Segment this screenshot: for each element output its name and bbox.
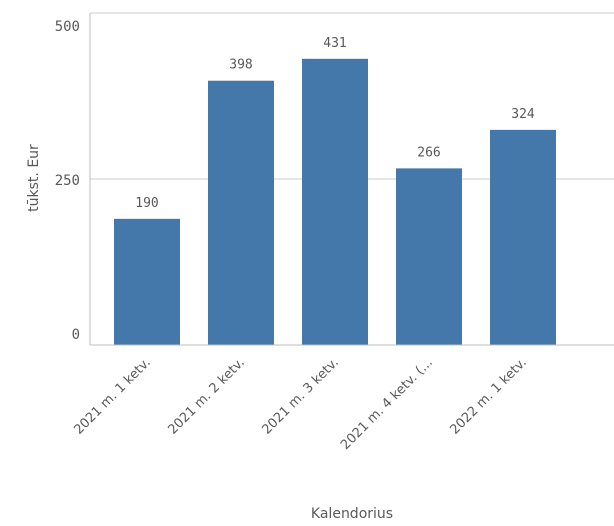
data-label: 431 — [323, 36, 346, 51]
x-category-label: 2021 m. 4 ketv. (... — [338, 355, 436, 453]
x-category-labels: 2021 m. 1 ketv. 2021 m. 2 ketv. 2021 m. 3 … — [71, 355, 529, 453]
bar[interactable] — [396, 168, 462, 345]
bars — [114, 58, 556, 345]
data-label: 190 — [135, 196, 158, 211]
bar[interactable] — [302, 58, 368, 345]
x-axis-title: Kalendorius — [311, 506, 393, 522]
y-tick-label: 500 — [55, 19, 80, 35]
data-labels: 190 398 431 266 324 — [135, 36, 535, 211]
y-axis-title: tūkst. Eur — [26, 144, 42, 212]
bar[interactable] — [208, 80, 274, 345]
x-category-label: 2021 m. 1 ketv. — [71, 355, 153, 437]
data-label: 398 — [229, 58, 252, 73]
y-tick-label: 0 — [72, 327, 80, 343]
bar[interactable] — [490, 129, 556, 345]
bar[interactable] — [114, 218, 180, 345]
data-label: 266 — [417, 145, 440, 160]
y-tick-label: 250 — [55, 173, 80, 189]
x-category-label: 2021 m. 3 ketv. — [259, 355, 341, 437]
x-category-label: 2022 m. 1 ketv. — [447, 355, 529, 437]
data-label: 324 — [511, 107, 535, 122]
x-category-label: 2021 m. 2 ketv. — [165, 355, 247, 437]
y-tick-labels: 0 250 500 — [55, 19, 80, 343]
